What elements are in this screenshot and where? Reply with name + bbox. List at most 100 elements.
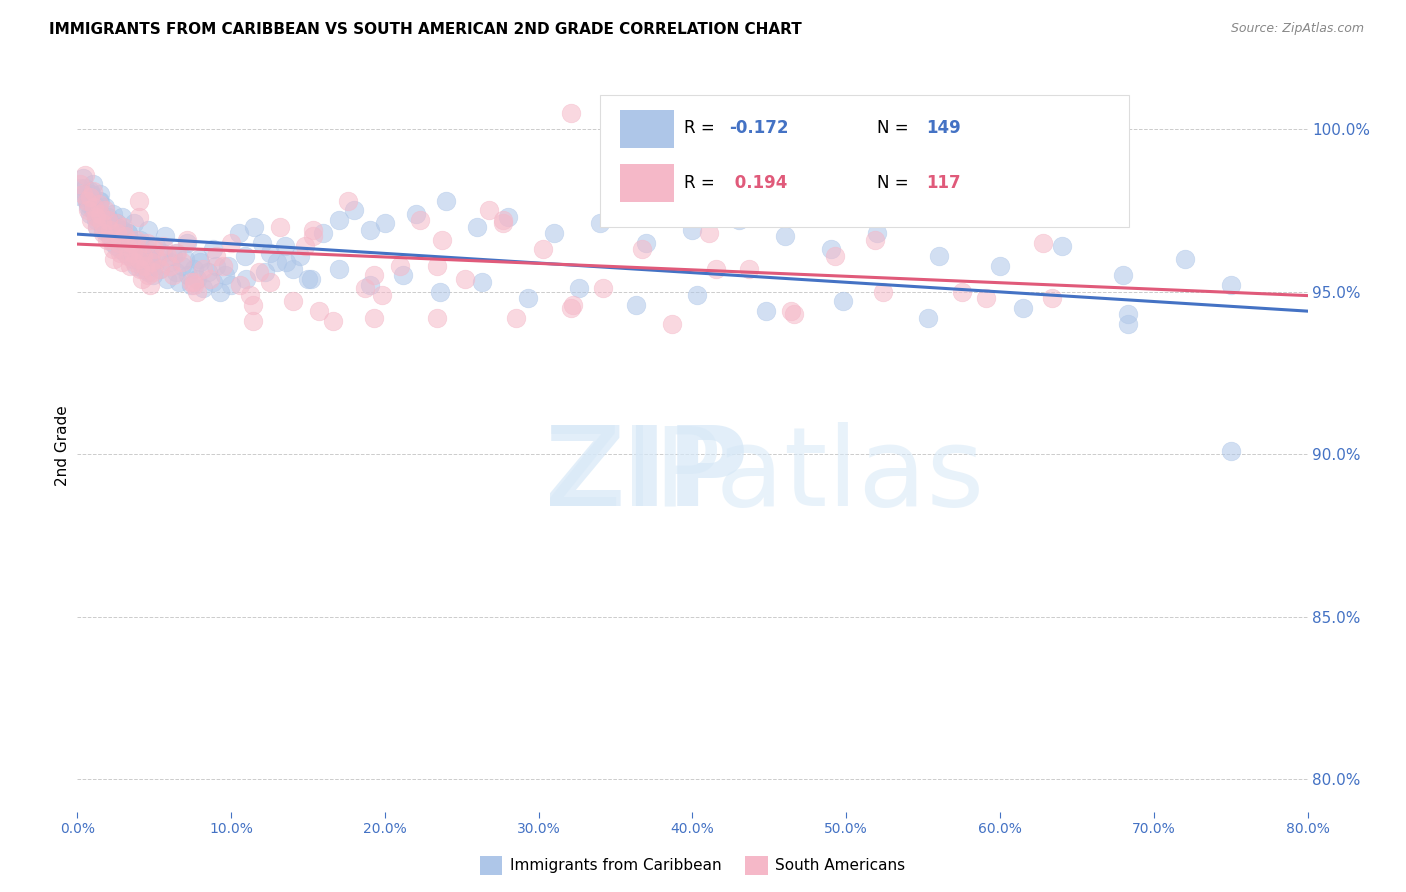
Point [921,206,943,220]
Point [636,235,658,250]
Point [866,226,889,240]
Point [97,210,120,224]
Point [780,304,803,318]
Point [110,245,132,260]
Point [239,288,262,302]
Point [83,200,105,214]
Point [250,235,273,250]
Point [136,265,159,279]
Point [76,194,98,208]
Point [132,261,155,276]
Point [626,190,648,204]
Text: -0.172: -0.172 [730,119,789,136]
Point [104,216,127,230]
Point [269,219,291,234]
Point [630,243,652,257]
Point [84,210,107,224]
Point [69,180,91,194]
Point [82,178,104,192]
Point [188,255,212,269]
Point [328,213,350,227]
Point [105,219,128,234]
Point [122,243,145,257]
Text: Source: ZipAtlas.com: Source: ZipAtlas.com [1230,22,1364,36]
Point [374,216,396,230]
Point [1032,235,1054,250]
Point [363,268,385,283]
Point [101,235,124,250]
Point [105,216,128,230]
Point [149,261,172,276]
Point [162,268,184,283]
Point [186,271,208,285]
Point [98,229,121,244]
Point [72,187,94,202]
Point [165,245,187,260]
Point [243,219,266,234]
Point [950,285,973,299]
Point [112,219,135,234]
Point [96,233,118,247]
Point [704,261,727,276]
Point [426,310,449,325]
Point [129,233,152,247]
Point [93,223,115,237]
Point [1040,291,1063,305]
Point [125,259,148,273]
Point [337,194,360,208]
Point [219,235,242,250]
Point [228,226,250,240]
Point [436,194,458,208]
Point [297,271,319,285]
Point [429,285,451,299]
FancyBboxPatch shape [620,110,673,147]
Point [180,278,202,293]
Point [389,259,412,273]
Point [343,203,366,218]
Point [198,271,221,285]
Point [138,255,160,269]
Point [1219,443,1241,458]
Point [108,235,131,250]
Point [80,187,103,202]
Text: 149: 149 [927,119,960,136]
Point [824,249,846,263]
Point [70,190,93,204]
Point [103,252,125,266]
Point [308,304,330,318]
Point [187,252,209,266]
Point [134,252,156,266]
Point [409,213,432,227]
Point [152,239,174,253]
Point [120,235,142,250]
Point [108,233,131,247]
Point [1219,278,1241,293]
Point [197,265,219,279]
Point [235,271,257,285]
Point [214,268,236,283]
Point [359,278,381,293]
Point [115,239,138,253]
Point [738,261,761,276]
Point [281,294,304,309]
Point [100,233,122,247]
Point [219,278,242,293]
Point [127,243,149,257]
Point [392,268,415,283]
Point [201,275,224,289]
Point [359,223,381,237]
Point [832,294,855,309]
Point [97,213,120,227]
Point [259,275,281,289]
Point [73,168,96,182]
Point [142,265,165,279]
Point [128,194,150,208]
Point [988,259,1011,273]
Text: 0.194: 0.194 [730,174,787,192]
Point [132,249,155,263]
Point [204,259,226,273]
Point [104,239,127,253]
Point [180,275,202,289]
Point [820,243,842,257]
Point [142,268,165,283]
